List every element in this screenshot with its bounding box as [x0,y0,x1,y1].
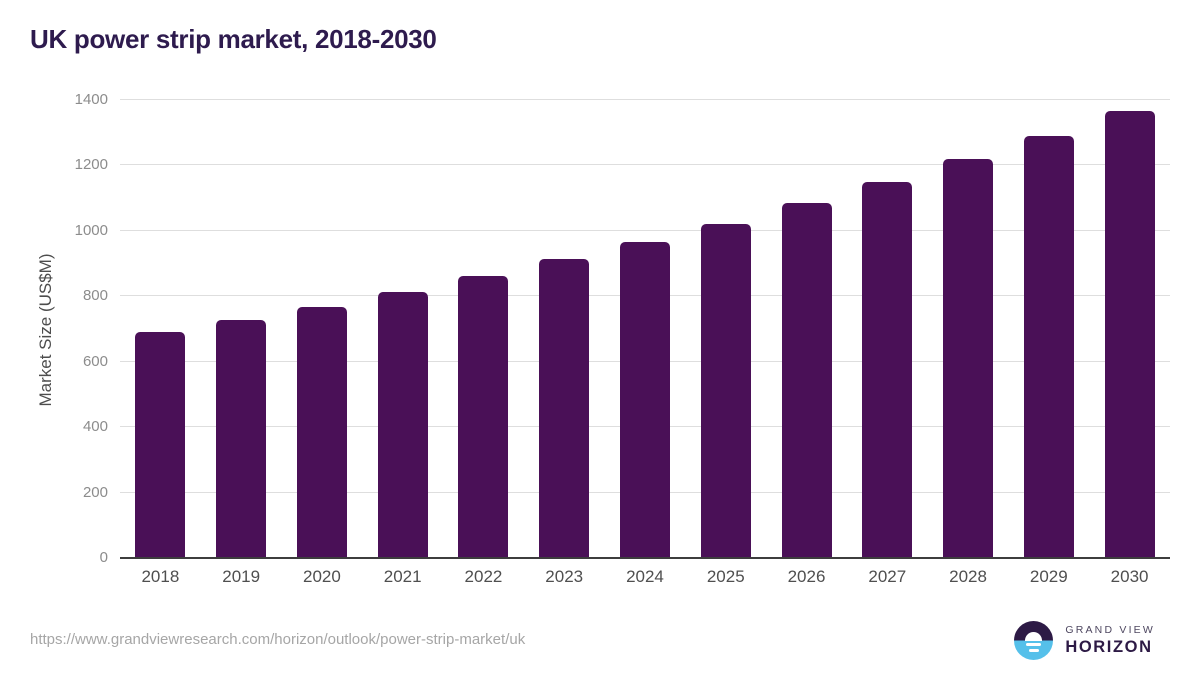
x-tick-label: 2019 [222,567,261,586]
bar-2024 [619,242,670,558]
bar-2023 [539,259,590,558]
bar-2026 [781,203,832,558]
x-tick-label: 2030 [1110,567,1149,586]
bar-2029 [1023,135,1074,558]
bar-slot [443,100,524,558]
x-axis-labels: 2018 2019 2020 2021 2022 2023 2024 2025 2026 2027… [120,567,1170,591]
bar-slot [766,100,847,558]
x-tick-label: 2028 [949,567,987,586]
bar-2025 [700,223,751,558]
bar-slot [1089,100,1170,558]
bar-2020 [296,306,347,558]
sun-ray-shape [1026,643,1042,646]
y-tick-label: 800 [82,287,108,305]
x-tick-label: 2029 [1029,567,1068,586]
logo-text: GRAND VIEW HORIZON [1065,624,1155,657]
y-axis-title: Market Size (US$M) [36,253,55,407]
bar-slot [524,100,605,558]
sun-dome-shape [1025,631,1043,641]
y-tick-label: 400 [82,418,108,436]
bar-slot [847,100,928,558]
bar-slot [201,100,282,558]
x-tick-label: 2022 [464,567,503,586]
y-tick-label: 1400 [74,91,108,108]
grid-line [120,229,1170,231]
bar-2021 [377,291,428,558]
x-tick-label: 2021 [383,567,422,586]
x-tick-label: 2020 [303,567,341,586]
y-tick-label: 600 [82,352,108,370]
y-tick-label: 1000 [74,221,108,239]
bar-slot [928,100,1009,558]
x-axis-line [120,557,1170,559]
sun-ray-shape [1028,648,1039,652]
y-tick-label: 1200 [74,156,108,174]
bar-slot [362,100,443,558]
x-tick-label: 2024 [626,567,664,586]
brand-logo: GRAND VIEW HORIZON [1014,621,1155,660]
bar-2022 [458,275,509,558]
y-tick-label: 0 [99,549,108,566]
bar-slot [605,100,686,558]
source-url: https://www.grandviewresearch.com/horizo… [30,631,526,648]
bar-2018 [135,332,186,558]
bar-slot [282,100,363,558]
bar-series [120,100,1170,558]
bar-2019 [216,320,267,558]
bar-2028 [943,158,994,558]
plot-area: 0 200 400 600 800 1000 1200 1400 [75,91,1170,566]
x-tick-label: 2027 [868,567,907,586]
horizon-sun-icon [1014,621,1054,660]
grid-line [120,99,1170,100]
bar-slot [1008,100,1089,558]
x-tick-label: 2025 [706,567,745,586]
grid-line [120,164,1170,166]
bar-slot [120,100,201,558]
x-tick-label: 2018 [141,567,180,586]
y-tick-label: 200 [82,483,108,501]
x-tick-label: 2026 [787,567,826,586]
bar-2027 [862,181,913,558]
bar-slot [685,100,766,558]
chart-title: UK power strip market, 2018-2030 [30,24,437,54]
bar-2030 [1104,111,1155,558]
logo-line2: HORIZON [1065,638,1153,656]
x-tick-label: 2023 [545,567,584,586]
logo-line1: GRAND VIEW [1065,624,1155,636]
